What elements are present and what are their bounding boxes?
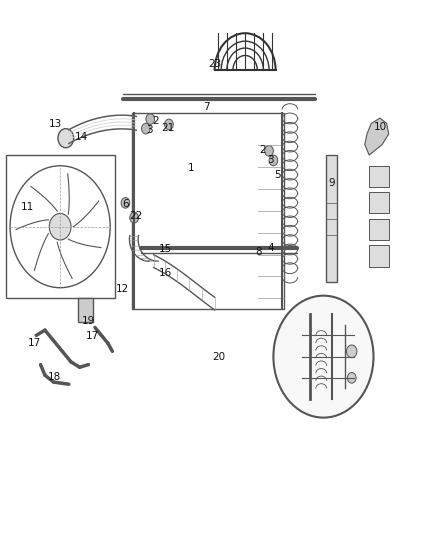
Text: 12: 12 bbox=[116, 284, 129, 294]
Text: 1: 1 bbox=[187, 164, 194, 173]
Bar bbox=[369, 219, 389, 240]
Bar bbox=[132, 113, 284, 309]
Text: 6: 6 bbox=[122, 199, 129, 209]
Circle shape bbox=[141, 123, 150, 134]
Text: 14: 14 bbox=[75, 132, 88, 142]
Text: 17: 17 bbox=[86, 332, 99, 342]
Text: 19: 19 bbox=[82, 316, 95, 326]
Text: 9: 9 bbox=[329, 177, 336, 188]
Text: 18: 18 bbox=[48, 372, 61, 382]
Circle shape bbox=[347, 373, 356, 383]
Circle shape bbox=[273, 296, 374, 418]
Text: 10: 10 bbox=[374, 122, 387, 132]
Text: 2: 2 bbox=[259, 145, 266, 155]
Bar bbox=[369, 245, 389, 266]
Text: 23: 23 bbox=[208, 59, 221, 69]
Polygon shape bbox=[365, 118, 389, 155]
Circle shape bbox=[58, 128, 74, 148]
Bar bbox=[369, 166, 389, 187]
Text: 13: 13 bbox=[49, 119, 63, 130]
Bar bbox=[369, 192, 389, 214]
Bar bbox=[78, 298, 93, 322]
Text: 2: 2 bbox=[152, 116, 159, 126]
Circle shape bbox=[121, 198, 130, 208]
Bar bbox=[325, 155, 336, 282]
Text: 21: 21 bbox=[162, 123, 175, 133]
Text: 8: 8 bbox=[255, 247, 261, 257]
Text: 22: 22 bbox=[130, 211, 143, 221]
Text: 11: 11 bbox=[21, 202, 34, 212]
Circle shape bbox=[269, 155, 278, 166]
Text: 4: 4 bbox=[268, 243, 275, 253]
Text: 5: 5 bbox=[275, 171, 281, 180]
Text: 17: 17 bbox=[28, 338, 41, 349]
Text: 7: 7 bbox=[203, 102, 209, 112]
Text: 20: 20 bbox=[212, 352, 226, 361]
Text: 3: 3 bbox=[146, 125, 153, 135]
Circle shape bbox=[346, 345, 357, 358]
Circle shape bbox=[146, 114, 155, 124]
Circle shape bbox=[165, 119, 173, 130]
Text: 3: 3 bbox=[267, 156, 274, 165]
Circle shape bbox=[265, 146, 273, 156]
Circle shape bbox=[130, 213, 138, 223]
Text: 15: 15 bbox=[159, 244, 173, 254]
Text: 16: 16 bbox=[159, 269, 173, 278]
Bar bbox=[6, 155, 115, 298]
Circle shape bbox=[49, 214, 71, 240]
